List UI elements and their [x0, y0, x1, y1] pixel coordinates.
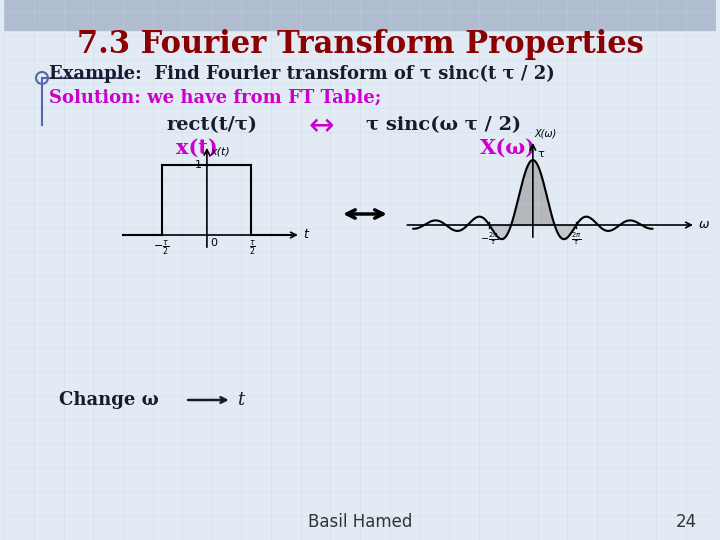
Text: $\frac{\tau}{2}$: $\frac{\tau}{2}$: [249, 238, 256, 257]
Text: Solution: we have from FT Table;: Solution: we have from FT Table;: [49, 88, 382, 106]
Text: τ sinc(ω τ / 2): τ sinc(ω τ / 2): [366, 116, 521, 134]
Text: Example:  Find Fourier transform of τ sinc(t τ / 2): Example: Find Fourier transform of τ sin…: [49, 65, 554, 83]
Text: X(ω): X(ω): [535, 128, 557, 138]
Text: x(t): x(t): [210, 147, 230, 157]
Text: Basil Hamed: Basil Hamed: [308, 513, 412, 531]
Text: t: t: [237, 391, 244, 409]
Text: 1: 1: [195, 160, 202, 170]
Text: ω: ω: [699, 219, 709, 232]
Text: $-\frac{2\pi}{\tau}$: $-\frac{2\pi}{\tau}$: [480, 230, 499, 247]
Text: rect(t/τ): rect(t/τ): [166, 116, 257, 134]
Text: 24: 24: [675, 513, 696, 531]
Text: 0: 0: [210, 238, 217, 248]
Text: t: t: [304, 228, 309, 241]
Text: τ: τ: [538, 149, 544, 159]
Text: 7.3 Fourier Transform Properties: 7.3 Fourier Transform Properties: [76, 29, 644, 59]
Bar: [4, 0, 716, 30]
Text: X(ω): X(ω): [480, 138, 536, 158]
Text: x(t): x(t): [176, 138, 218, 158]
Text: $\leftrightarrow$: $\leftrightarrow$: [302, 111, 335, 139]
Text: $-\frac{\tau}{2}$: $-\frac{\tau}{2}$: [153, 238, 170, 257]
Text: Change ω: Change ω: [59, 391, 158, 409]
Text: $\frac{2\pi}{\tau}$: $\frac{2\pi}{\tau}$: [571, 230, 582, 247]
